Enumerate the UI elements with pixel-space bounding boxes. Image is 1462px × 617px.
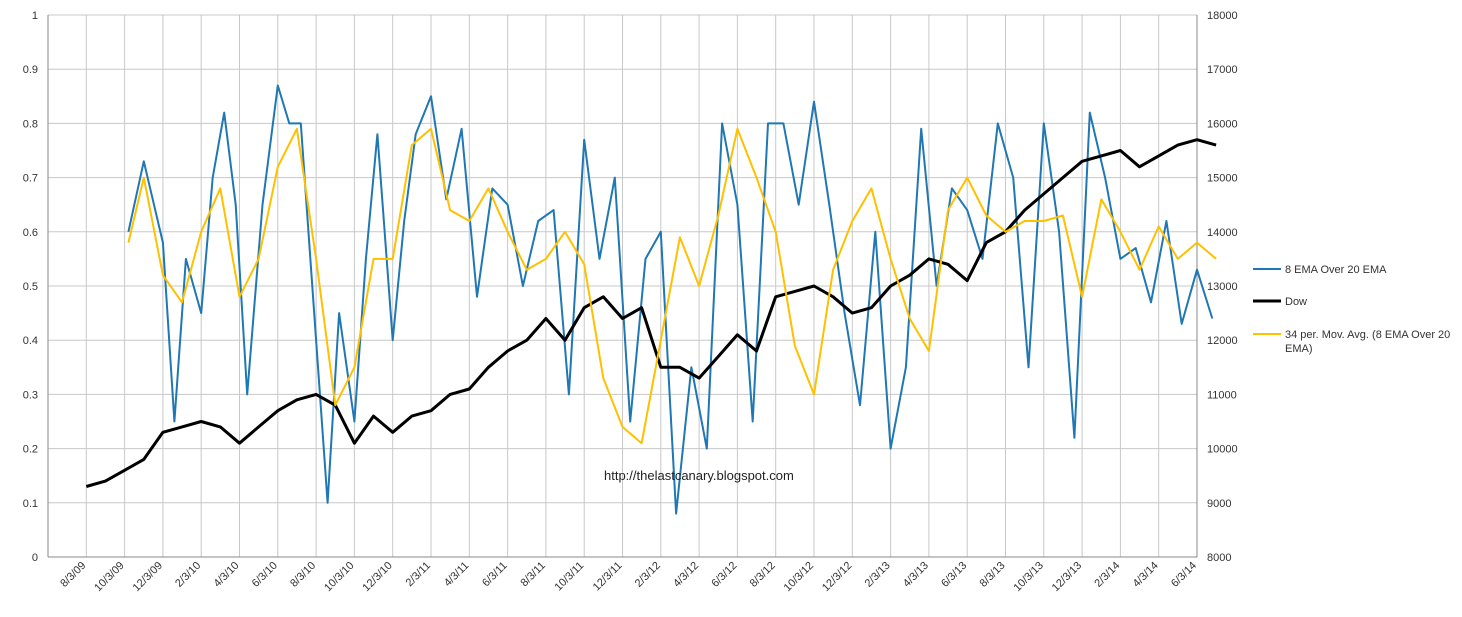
y-right-tick-label: 16000 — [1207, 118, 1238, 130]
legend: 8 EMA Over 20 EMA Dow 34 per. Mov. Avg. … — [1253, 264, 1450, 355]
legend-label-moving-average: 34 per. Mov. Avg. (8 EMA Over 20 EMA) — [1285, 329, 1450, 355]
watermark-text: http://thelastcanary.blogspot.com — [604, 468, 794, 483]
y-right-tick-label: 10000 — [1207, 444, 1238, 456]
y-left-tick-label: 0.5 — [23, 281, 38, 293]
y-right-tick-label: 14000 — [1207, 227, 1238, 239]
y-left-tick-label: 0.3 — [23, 389, 38, 401]
legend-label-ema: 8 EMA Over 20 EMA — [1285, 264, 1387, 276]
y-right-tick-label: 18000 — [1207, 10, 1238, 22]
y-left-tick-label: 0.2 — [23, 444, 38, 456]
y-right-tick-label: 9000 — [1207, 498, 1231, 510]
y-left-tick-label: 0.9 — [23, 64, 38, 76]
y-left-tick-label: 0.4 — [23, 335, 38, 347]
legend-label-dow: Dow — [1285, 296, 1307, 308]
y-left-tick-label: 0.8 — [23, 118, 38, 130]
y-right-tick-label: 12000 — [1207, 335, 1238, 347]
y-right-tick-label: 11000 — [1207, 389, 1237, 401]
y-right-tick-label: 15000 — [1207, 173, 1238, 185]
y-left-tick-label: 0.1 — [23, 498, 38, 510]
axes — [47, 15, 1198, 558]
y-right-tick-label: 13000 — [1207, 281, 1238, 293]
series-line-dow — [85, 138, 1217, 488]
series-layer — [85, 84, 1217, 515]
y-left-tick-label: 0 — [32, 552, 38, 564]
gridlines — [48, 14, 1198, 558]
y-left-tick-label: 0.7 — [23, 173, 38, 185]
series-line-moving-average — [127, 127, 1217, 445]
y-right-tick-label: 17000 — [1207, 64, 1238, 76]
y-left-tick-label: 1 — [32, 10, 38, 22]
y-right-tick-label: 8000 — [1207, 552, 1231, 564]
series-line-ema — [127, 84, 1214, 515]
y-left-tick-label: 0.6 — [23, 227, 38, 239]
